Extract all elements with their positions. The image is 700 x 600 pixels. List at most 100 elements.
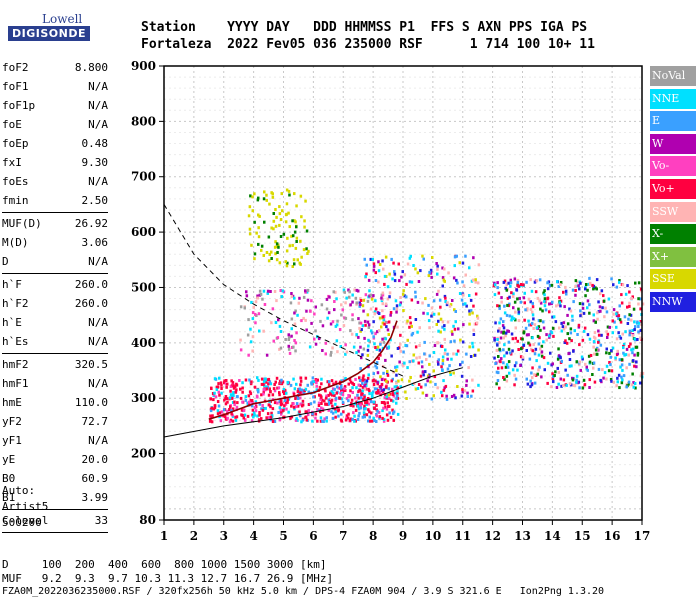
echo-point [541,309,544,313]
echo-point [216,400,220,403]
echo-point [379,393,382,397]
echo-point [280,382,284,386]
echo-point [514,326,517,330]
echo-point [241,390,244,394]
echo-point [261,404,264,407]
param-value: N/A [88,99,108,112]
echo-point [336,350,339,354]
echo-point [367,326,371,329]
echo-point [636,351,640,355]
echo-point [296,390,300,394]
echo-point [436,386,439,390]
echo-point [639,336,642,340]
echo-point [295,236,299,240]
echo-point [325,419,328,423]
echo-point [614,356,617,360]
echo-point [375,403,378,407]
echo-point [232,386,236,390]
echo-point [264,388,267,392]
echo-point [232,394,235,397]
echo-point [359,406,363,410]
echo-point [319,394,322,398]
echo-point [351,381,354,385]
echo-point [618,318,622,322]
echo-point [441,320,445,324]
echo-point [241,400,244,404]
echo-point [211,392,215,395]
echo-point [261,408,265,412]
echo-point [234,418,238,422]
echo-point [372,416,375,420]
param-value: 320.5 [74,358,108,371]
echo-point [262,254,265,257]
echo-point [471,311,474,315]
echo-point [362,374,365,378]
echo-point [577,363,581,367]
param-value: 110.0 [74,396,108,409]
echo-point [435,292,439,296]
echo-point [471,345,475,349]
echo-point [569,327,573,331]
echo-point [380,325,383,329]
echo-point [289,383,293,387]
param-separator [2,212,108,213]
echo-point [368,294,371,298]
echo-point [453,327,457,331]
echo-point [502,361,505,365]
echo-point [223,398,226,402]
echo-point [320,402,323,405]
echo-point [228,396,232,400]
echo-point [262,380,266,383]
echo-point [228,408,231,411]
echo-point [258,413,261,417]
echo-point [616,376,619,380]
echo-point [357,390,360,394]
echo-point [530,371,533,375]
echo-point [593,331,597,335]
echo-point [628,362,631,366]
echo-point [284,220,288,224]
param-row: foF1p N/A [2,96,108,115]
echo-point [366,397,370,400]
echo-point [327,380,331,384]
echo-point [374,379,377,383]
echo-point [269,382,273,386]
param-row: h`F2 260.0 [2,294,108,313]
echo-point [408,280,412,284]
echo-point [285,188,289,192]
echo-point [298,261,301,265]
echo-point [381,321,385,325]
echo-point [437,329,440,333]
echo-point [505,363,509,367]
echo-point [271,307,275,311]
param-row: foF2 8.800 [2,58,108,77]
echo-point [620,381,624,385]
echo-point [533,381,537,385]
echo-point [472,328,475,332]
echo-point [552,334,555,338]
echo-point [493,356,496,360]
echo-point [304,199,307,203]
echo-point [507,360,511,364]
echo-point [325,297,329,301]
param-value: N/A [88,118,108,131]
echo-point [502,331,505,335]
echo-point [290,404,293,408]
echo-point [471,378,474,382]
echo-point [559,299,563,303]
echo-point [428,326,431,330]
echo-point [306,413,310,417]
echo-point [596,311,599,315]
echo-point [293,407,296,411]
echo-point [432,394,435,398]
echo-point [246,414,250,418]
echo-point [554,370,557,374]
echo-point [403,273,407,277]
echo-point [617,331,620,335]
echo-point [469,355,473,358]
echo-point [383,322,386,326]
echo-point [337,386,340,390]
echo-point [373,387,377,391]
echo-point [496,379,500,382]
echo-point [444,348,447,352]
